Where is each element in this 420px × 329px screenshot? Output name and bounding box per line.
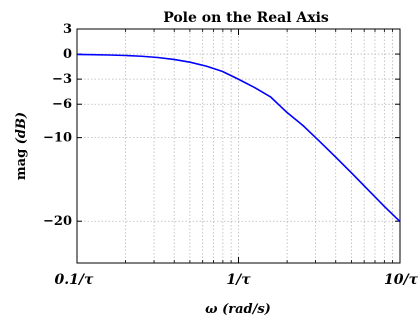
x-tick-label: 0.1/τ [55,272,94,288]
series-layer [76,53,401,223]
y-tick-label: 0 [63,47,72,62]
y-tick-label: −10 [43,131,72,146]
x-axis-label-symbol: ω [205,302,222,317]
y-tick-label: −6 [52,97,72,112]
y-tick-label: −20 [43,214,72,229]
grid [77,29,400,263]
x-tick-label: 1/τ [226,272,251,288]
y-axis-label: mag (dB) [14,112,29,180]
x-axis-label: ω (rad/s) [205,302,271,317]
x-axis-label-unit: (rad/s) [222,302,271,317]
y-axis-label-unit: (dB) [14,112,29,144]
x-tick-label: 10/τ [384,272,419,288]
y-axis-label-text: mag [14,144,29,180]
y-tick-label: 3 [63,22,72,37]
ticks: 3 0 −3 −6 −10 −20 0.1/τ 1/τ 10/τ [43,22,419,288]
series-line [76,53,401,223]
chart-title: Pole on the Real Axis [163,10,329,26]
y-tick-label: −3 [52,72,72,87]
